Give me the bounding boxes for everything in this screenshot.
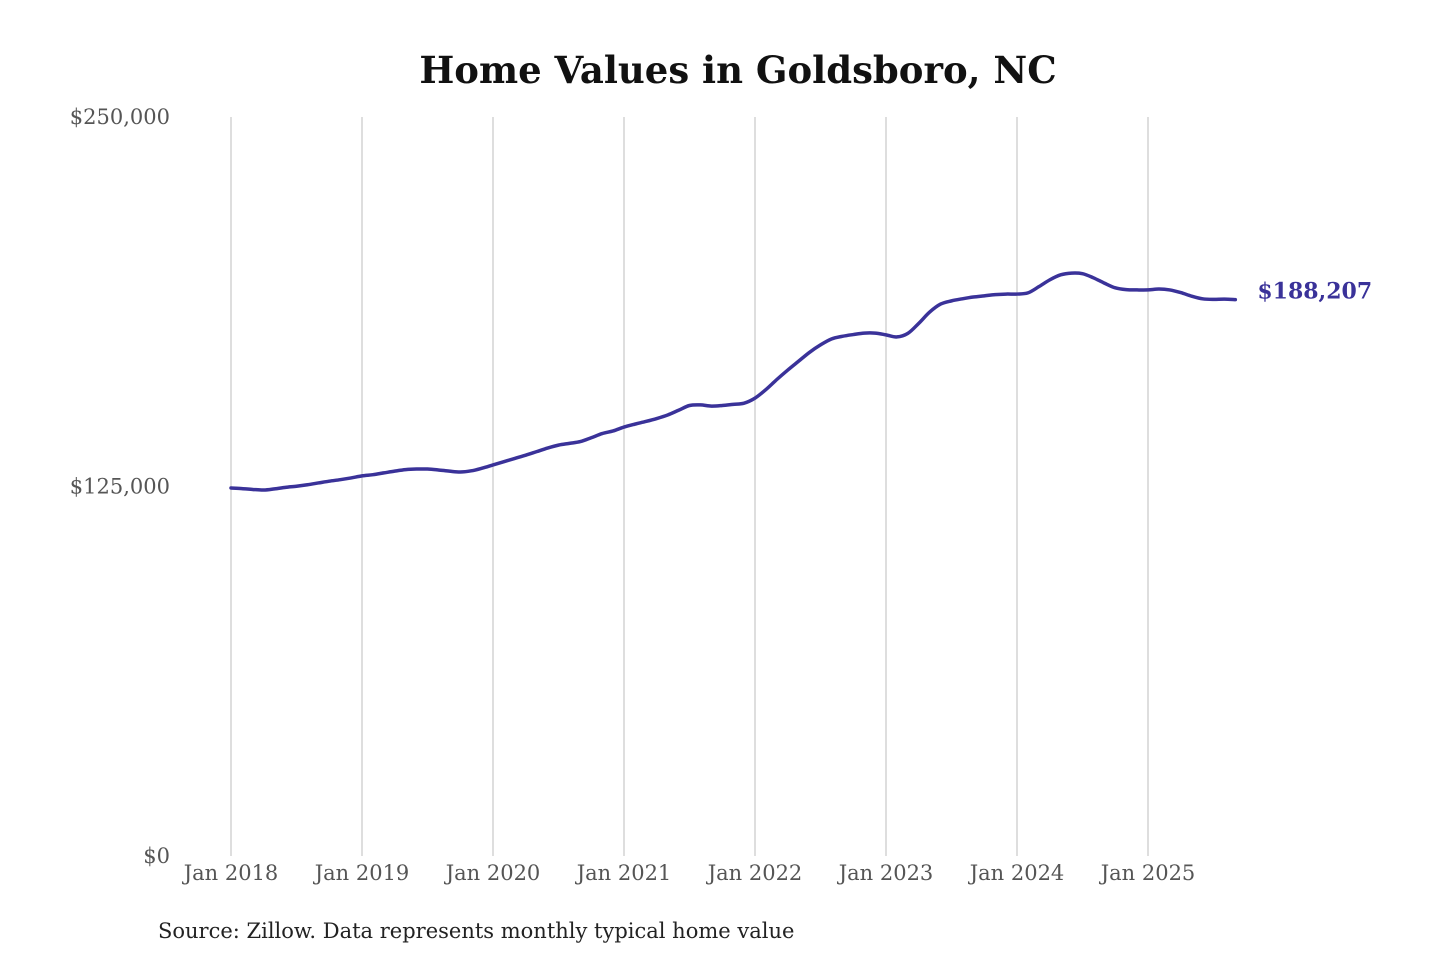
- y-axis-ticks: $0 $125,000 $250,000: [70, 105, 170, 868]
- chart-title: Home Values in Goldsboro, NC: [419, 48, 1056, 92]
- x-tick-label: Jan 2023: [837, 861, 934, 885]
- series-line: [229, 271, 1238, 492]
- end-value-label: $188,207: [1257, 279, 1372, 305]
- y-tick-label: $0: [143, 844, 170, 868]
- x-gridlines: [230, 117, 1149, 856]
- source-note: Source: Zillow. Data represents monthly …: [158, 919, 794, 943]
- x-tick-label: Jan 2025: [1099, 861, 1196, 885]
- y-tick-label: $125,000: [70, 475, 170, 499]
- x-tick-label: Jan 2018: [182, 861, 279, 885]
- x-axis-ticks: Jan 2018 Jan 2019 Jan 2020 Jan 2021 Jan 2022…: [182, 861, 1196, 885]
- y-tick-label: $250,000: [70, 105, 170, 129]
- x-tick-label: Jan 2020: [444, 861, 541, 885]
- x-tick-label: Jan 2022: [706, 861, 803, 885]
- x-tick-label: Jan 2019: [313, 861, 410, 885]
- x-tick-label: Jan 2024: [968, 861, 1065, 885]
- x-tick-label: Jan 2021: [575, 861, 672, 885]
